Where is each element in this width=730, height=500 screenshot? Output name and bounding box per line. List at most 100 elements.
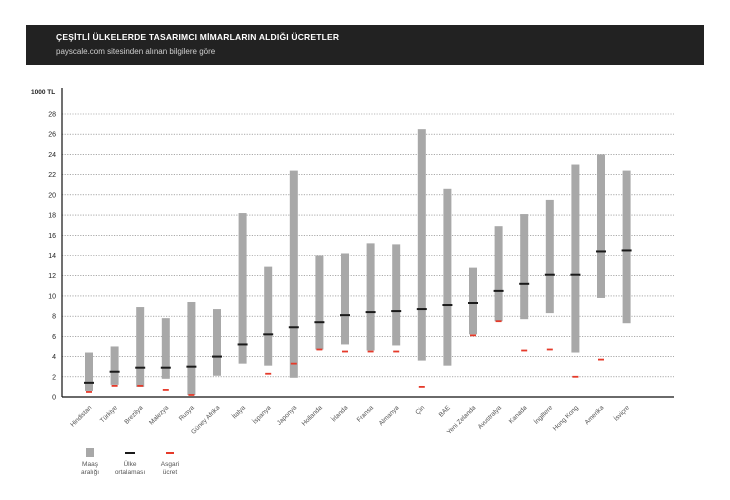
x-tick-label: İtalya xyxy=(230,403,248,421)
minimum-wage-marker xyxy=(521,349,528,352)
range-bar xyxy=(238,213,247,364)
y-tick-label: 4 xyxy=(52,354,56,361)
legend-item-range: Maaş aralığı xyxy=(70,448,110,477)
x-tick-label: Hollanda xyxy=(301,404,324,427)
average-marker xyxy=(160,366,171,369)
x-tick-label: Hindistan xyxy=(69,404,93,428)
x-tick-label: Amerika xyxy=(584,404,606,426)
range-bar xyxy=(85,352,93,391)
range-bar xyxy=(443,188,452,366)
minimum-wage-marker xyxy=(290,362,297,365)
average-marker xyxy=(288,326,299,329)
y-tick-label: 28 xyxy=(48,112,56,119)
chart-subtitle: payscale.com sitesinden alınan bilgilere… xyxy=(56,47,216,56)
x-tick-label: Türkiye xyxy=(99,404,119,424)
average-marker xyxy=(212,355,222,358)
minimum-wage-marker xyxy=(418,385,425,388)
average-marker xyxy=(391,310,402,313)
average-marker xyxy=(109,370,120,373)
average-marker xyxy=(314,321,325,324)
y-tick-label: 16 xyxy=(48,233,56,240)
average-marker xyxy=(263,333,274,336)
y-tick-label: 22 xyxy=(48,172,56,179)
minimum-wage-marker xyxy=(188,394,195,396)
range-bar xyxy=(392,244,401,346)
x-tick-label: İrlanda xyxy=(329,403,350,424)
x-tick-label: Avustralya xyxy=(477,404,504,431)
range-bar xyxy=(289,170,298,378)
range-bar xyxy=(136,307,145,387)
y-tick-label: 14 xyxy=(48,253,56,260)
average-marker xyxy=(621,249,632,252)
x-tick-label: Rusya xyxy=(178,404,196,422)
x-tick-label: İspanya xyxy=(250,403,273,426)
legend-swatch-minimum xyxy=(166,452,174,454)
minimum-wage-marker xyxy=(470,334,476,337)
range-bar xyxy=(213,309,221,376)
minimum-wage-marker xyxy=(342,350,348,353)
minimum-wage-marker xyxy=(86,391,92,393)
average-marker xyxy=(186,365,197,368)
range-bar xyxy=(545,199,554,314)
y-tick-label: 18 xyxy=(48,213,56,220)
y-tick-label: 0 xyxy=(52,395,56,402)
x-tick-label: Japonya xyxy=(276,404,299,427)
legend-swatch-range xyxy=(86,448,94,457)
average-marker xyxy=(544,273,555,276)
minimum-wage-marker xyxy=(137,384,144,387)
average-marker xyxy=(442,304,453,307)
y-tick-label: 12 xyxy=(48,273,56,280)
y-tick-label: 26 xyxy=(48,132,56,139)
x-tick-label: İsviçre xyxy=(611,403,631,423)
average-marker xyxy=(493,289,504,292)
legend-label-minimum: Asgari ücret xyxy=(160,461,180,476)
range-bar xyxy=(315,255,324,350)
average-marker xyxy=(340,314,350,317)
y-tick-label: 2 xyxy=(52,374,56,381)
x-tick-label: Çin xyxy=(414,404,426,416)
average-marker xyxy=(570,273,581,276)
minimum-wage-marker xyxy=(598,358,604,361)
legend-label-range: Maaş aralığı xyxy=(80,461,100,476)
legend-item-average: Ülke ortalaması xyxy=(108,448,152,477)
average-marker xyxy=(416,308,427,311)
chart-header: ÇEŞİTLİ ÜLKELERDE TASARIMCI MİMARLARIN A… xyxy=(26,25,704,65)
minimum-wage-marker xyxy=(265,372,272,375)
range-bar xyxy=(366,243,375,351)
x-tick-label: Kanada xyxy=(508,404,529,425)
range-bar xyxy=(161,318,170,379)
minimum-wage-marker xyxy=(367,350,374,353)
average-marker xyxy=(365,311,376,314)
range-bar xyxy=(622,170,631,324)
x-tick-label: Hong Kong xyxy=(552,404,580,432)
legend-swatch-average xyxy=(125,452,135,454)
average-marker xyxy=(519,282,530,285)
legend-item-minimum: Asgari ücret xyxy=(148,448,192,477)
y-tick-label: 6 xyxy=(52,334,56,341)
minimum-wage-marker xyxy=(111,384,118,387)
range-bar xyxy=(571,164,580,353)
chart-title: ÇEŞİTLİ ÜLKELERDE TASARIMCI MİMARLARIN A… xyxy=(56,32,340,42)
average-marker xyxy=(237,343,248,346)
x-tick-label: Fransa xyxy=(356,404,376,424)
range-bar xyxy=(469,267,477,335)
range-bar xyxy=(417,129,426,361)
x-tick-label: Almanya xyxy=(378,404,401,427)
range-bar xyxy=(110,346,119,385)
range-bar xyxy=(264,266,273,366)
average-marker xyxy=(596,250,606,253)
y-axis-label: 1000 TL xyxy=(31,89,55,96)
range-bar xyxy=(494,226,503,322)
average-marker xyxy=(468,302,478,305)
y-tick-label: 20 xyxy=(48,192,56,199)
minimum-wage-marker xyxy=(546,348,553,351)
range-bar xyxy=(520,214,529,320)
x-tick-label: Malezya xyxy=(148,404,170,426)
range-bar xyxy=(341,253,349,345)
x-tick-label: Brezilya xyxy=(123,404,145,426)
minimum-wage-marker xyxy=(393,350,400,353)
average-marker xyxy=(84,381,94,384)
y-tick-label: 10 xyxy=(48,293,56,300)
legend-label-average: Ülke ortalaması xyxy=(114,461,146,476)
